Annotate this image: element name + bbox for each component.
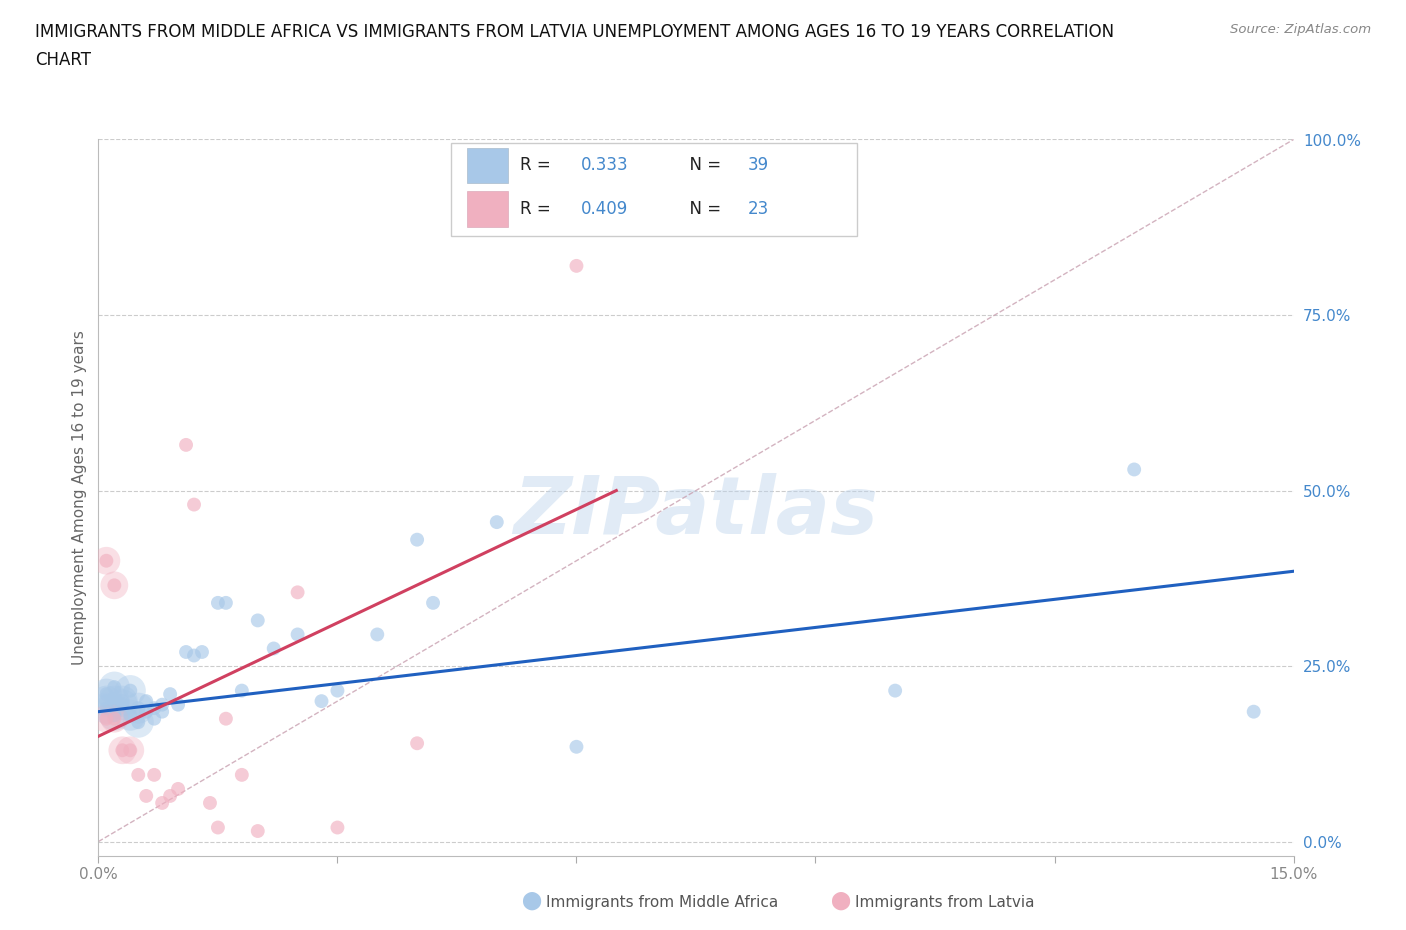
Point	[326, 820, 349, 835]
Point	[127, 767, 149, 782]
Point	[120, 684, 142, 698]
Point	[103, 578, 125, 592]
Point	[207, 820, 229, 835]
Y-axis label: Unemployment Among Ages 16 to 19 years: Unemployment Among Ages 16 to 19 years	[72, 330, 87, 665]
Point	[96, 694, 118, 709]
Point	[96, 686, 118, 701]
Text: Immigrants from Middle Africa: Immigrants from Middle Africa	[546, 895, 778, 910]
Point	[103, 694, 125, 709]
Text: ⬤: ⬤	[831, 891, 851, 910]
Point	[96, 553, 118, 568]
Point	[406, 532, 429, 547]
Point	[231, 684, 253, 698]
Point	[565, 259, 588, 273]
Point	[174, 644, 197, 659]
Point	[1123, 462, 1146, 477]
Point	[246, 613, 269, 628]
Point	[135, 789, 157, 804]
Point	[96, 686, 118, 701]
Point	[120, 708, 142, 723]
Point	[406, 736, 429, 751]
Point	[111, 694, 134, 709]
Point	[215, 595, 238, 610]
Point	[127, 700, 149, 715]
Point	[231, 767, 253, 782]
Point	[287, 627, 309, 642]
Point	[167, 781, 190, 796]
Point	[135, 694, 157, 709]
Point	[565, 739, 588, 754]
Point	[215, 711, 238, 726]
Point	[191, 644, 214, 659]
Text: ⬤: ⬤	[522, 891, 541, 910]
Point	[111, 743, 134, 758]
Point	[159, 789, 181, 804]
Point	[103, 680, 125, 695]
Point	[150, 704, 173, 719]
Point	[96, 694, 118, 709]
Point	[150, 698, 173, 712]
Point	[422, 595, 444, 610]
Point	[150, 795, 173, 810]
Point	[120, 743, 142, 758]
Text: ZIPatlas: ZIPatlas	[513, 472, 879, 551]
Point	[127, 700, 149, 715]
Point	[103, 694, 125, 709]
Text: Source: ZipAtlas.com: Source: ZipAtlas.com	[1230, 23, 1371, 36]
Point	[246, 824, 269, 839]
Point	[263, 641, 285, 656]
Text: IMMIGRANTS FROM MIDDLE AFRICA VS IMMIGRANTS FROM LATVIA UNEMPLOYMENT AMONG AGES : IMMIGRANTS FROM MIDDLE AFRICA VS IMMIGRA…	[35, 23, 1115, 41]
Point	[198, 795, 221, 810]
Point	[167, 698, 190, 712]
Point	[143, 711, 166, 726]
Point	[111, 694, 134, 709]
Point	[120, 684, 142, 698]
Point	[1243, 704, 1265, 719]
Point	[135, 704, 157, 719]
Point	[103, 578, 125, 592]
Point	[311, 694, 333, 709]
Point	[111, 698, 134, 712]
Point	[103, 711, 125, 726]
Point	[127, 715, 149, 730]
Point	[96, 700, 118, 715]
Point	[207, 595, 229, 610]
Point	[120, 743, 142, 758]
Text: CHART: CHART	[35, 51, 91, 69]
Point	[127, 715, 149, 730]
Point	[120, 708, 142, 723]
Point	[174, 437, 197, 452]
Point	[96, 711, 118, 726]
Point	[103, 708, 125, 723]
Text: Immigrants from Latvia: Immigrants from Latvia	[855, 895, 1035, 910]
Point	[103, 708, 125, 723]
Point	[103, 711, 125, 726]
Point	[326, 684, 349, 698]
Point	[159, 686, 181, 701]
Point	[96, 553, 118, 568]
Point	[183, 498, 205, 512]
Point	[96, 700, 118, 715]
Point	[111, 698, 134, 712]
Point	[183, 648, 205, 663]
Point	[143, 767, 166, 782]
Point	[96, 711, 118, 726]
Point	[485, 514, 508, 529]
Point	[366, 627, 388, 642]
Point	[103, 680, 125, 695]
Point	[884, 684, 907, 698]
Point	[143, 700, 166, 715]
Point	[287, 585, 309, 600]
Point	[111, 743, 134, 758]
